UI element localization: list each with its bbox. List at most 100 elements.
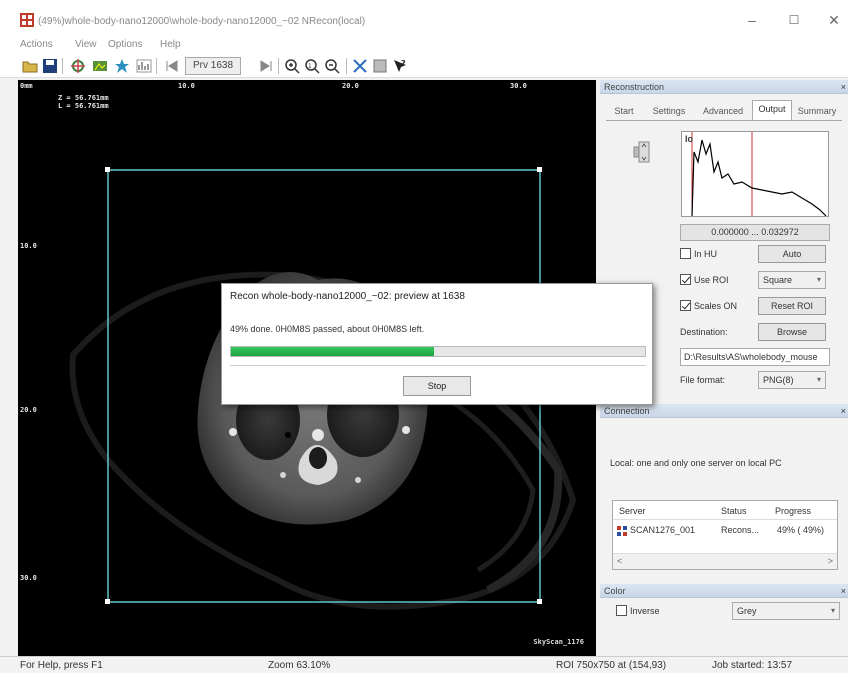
- menu-options[interactable]: Options: [108, 39, 143, 50]
- in-hu-label: In HU: [694, 249, 718, 259]
- toolbar: Prv 1638 1 ?: [0, 54, 848, 78]
- batch-icon[interactable]: [114, 58, 130, 74]
- ruler-top-20: 20.0: [342, 82, 359, 90]
- inverse-label: Inverse: [630, 606, 660, 616]
- settings-icon[interactable]: [70, 58, 86, 74]
- fit-window-icon[interactable]: [352, 58, 368, 74]
- file-format-label: File format:: [680, 375, 726, 385]
- tab-start[interactable]: Start: [614, 106, 634, 116]
- first-frame-icon[interactable]: [164, 58, 180, 74]
- col-header-server[interactable]: Server: [619, 506, 646, 516]
- roi-icon[interactable]: [372, 58, 388, 74]
- preview-progress-dialog: Recon whole-body-nano12000_~02: preview …: [221, 283, 653, 405]
- roi-shape-value: Square: [763, 275, 793, 285]
- title-bar: (49%)whole-body-nano12000\whole-body-nan…: [0, 0, 848, 38]
- server-table: Server Status Progress SCAN1276_001 Reco…: [612, 500, 838, 570]
- l-position-label: L = 56.761mm: [58, 102, 109, 110]
- reconstruction-panel-header: Reconstruction ×: [600, 80, 848, 94]
- zoom-out-icon[interactable]: [324, 58, 340, 74]
- use-roi-label: Use ROI: [694, 275, 729, 285]
- histogram-scale-icon[interactable]: [633, 141, 653, 163]
- tab-output[interactable]: Output: [752, 100, 792, 120]
- connection-panel-header: Connection ×: [600, 404, 848, 418]
- roi-handle[interactable]: [537, 599, 542, 604]
- connection-panel-title: Connection: [604, 406, 650, 416]
- minimize-button[interactable]: –: [748, 12, 756, 28]
- server-progress-cell[interactable]: 49% ( 49%): [777, 525, 825, 535]
- ruler-top-0: 0mm: [20, 82, 33, 90]
- panel-close-icon[interactable]: ×: [840, 586, 846, 596]
- panel-close-icon[interactable]: ×: [840, 406, 846, 416]
- scales-on-checkbox[interactable]: [680, 300, 691, 311]
- histogram-plot: [691, 132, 827, 217]
- ruler-top-10: 10.0: [178, 82, 195, 90]
- zoom-in-icon[interactable]: [284, 58, 300, 74]
- help-icon[interactable]: ?: [392, 58, 408, 74]
- preview-slice-button[interactable]: Prv 1638: [185, 57, 241, 75]
- scales-on-label: Scales ON: [694, 301, 738, 311]
- roi-handle[interactable]: [105, 599, 110, 604]
- chevron-down-icon: ▾: [816, 375, 821, 384]
- server-status-cell[interactable]: Recons...: [721, 525, 760, 535]
- tab-settings[interactable]: Settings: [652, 106, 686, 116]
- dialog-title: Recon whole-body-nano12000_~02: preview …: [230, 291, 465, 302]
- svg-text:1: 1: [308, 63, 312, 70]
- color-panel-title: Color: [604, 586, 626, 596]
- palette-select[interactable]: Grey ▾: [732, 602, 840, 620]
- use-roi-checkbox[interactable]: [680, 274, 691, 285]
- save-icon[interactable]: [42, 58, 58, 74]
- color-panel-header: Color ×: [600, 584, 848, 598]
- ruler-top-30: 30.0: [510, 82, 527, 90]
- connection-panel: Local: one and only one server on local …: [600, 418, 848, 582]
- intensity-range[interactable]: 0.000000 ... 0.032972: [680, 224, 830, 241]
- histogram-lo-label: lo: [685, 134, 693, 144]
- menu-actions[interactable]: Actions: [20, 39, 53, 50]
- tab-advanced[interactable]: Advanced: [702, 106, 744, 116]
- stop-button[interactable]: Stop: [403, 376, 471, 396]
- palette-value: Grey: [737, 606, 757, 616]
- server-icon: [617, 526, 627, 536]
- tab-summary[interactable]: Summary: [797, 106, 837, 116]
- roi-shape-select[interactable]: Square ▾: [758, 271, 826, 289]
- scroll-left-icon[interactable]: <: [617, 556, 623, 566]
- histogram-icon[interactable]: [136, 58, 152, 74]
- status-bar: For Help, press F1 Zoom 63.10% ROI 750x7…: [0, 656, 848, 673]
- last-frame-icon[interactable]: [258, 58, 274, 74]
- col-header-progress[interactable]: Progress: [775, 506, 812, 516]
- panel-close-icon[interactable]: ×: [840, 82, 846, 92]
- reconstruct-icon[interactable]: [92, 58, 108, 74]
- zoom-fit-icon[interactable]: 1: [304, 58, 320, 74]
- col-header-status[interactable]: Status: [721, 506, 747, 516]
- status-job: Job started: 13:57: [712, 660, 793, 671]
- status-help: For Help, press F1: [20, 660, 103, 671]
- in-hu-checkbox[interactable]: [680, 248, 691, 259]
- status-roi: ROI 750x750 at (154,93): [556, 660, 667, 671]
- destination-path-field[interactable]: D:\Results\AS\wholebody_mouse: [680, 348, 830, 366]
- table-scrollbar[interactable]: < >: [613, 553, 837, 569]
- progress-bar: [230, 346, 646, 357]
- svg-text:?: ?: [401, 59, 406, 68]
- color-panel: Inverse Grey ▾: [600, 598, 848, 638]
- reset-roi-button[interactable]: Reset ROI: [758, 297, 826, 315]
- open-icon[interactable]: [22, 58, 38, 74]
- histogram-chart[interactable]: lo: [681, 131, 829, 217]
- file-format-value: PNG(8): [763, 375, 794, 385]
- connection-info: Local: one and only one server on local …: [610, 458, 782, 468]
- server-name-cell[interactable]: SCAN1276_001: [630, 525, 696, 535]
- menu-help[interactable]: Help: [160, 39, 181, 50]
- browse-button[interactable]: Browse: [758, 323, 826, 341]
- ruler-left-10: 10.0: [20, 242, 37, 250]
- menu-view[interactable]: View: [75, 39, 97, 50]
- roi-handle[interactable]: [537, 167, 542, 172]
- maximize-button[interactable]: ☐: [788, 13, 800, 27]
- chevron-down-icon: ▾: [830, 606, 835, 615]
- scroll-right-icon[interactable]: >: [827, 556, 833, 566]
- ruler-left-20: 20.0: [20, 406, 37, 414]
- inverse-checkbox[interactable]: [616, 605, 627, 616]
- auto-button[interactable]: Auto: [758, 245, 826, 263]
- menu-bar: Actions View Options Help: [0, 36, 848, 54]
- file-format-select[interactable]: PNG(8) ▾: [758, 371, 826, 389]
- roi-handle[interactable]: [105, 167, 110, 172]
- close-button[interactable]: ✕: [828, 12, 840, 28]
